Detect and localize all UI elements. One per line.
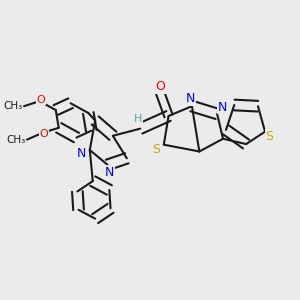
Text: N: N xyxy=(105,166,115,179)
Text: N: N xyxy=(218,101,227,114)
Text: O: O xyxy=(155,80,165,93)
Text: N: N xyxy=(77,147,86,160)
Text: CH₃: CH₃ xyxy=(6,135,26,145)
Text: CH₃: CH₃ xyxy=(3,101,22,111)
Text: S: S xyxy=(266,130,274,142)
Text: O: O xyxy=(37,95,45,105)
Text: H: H xyxy=(134,114,142,124)
Text: S: S xyxy=(152,142,160,156)
Text: N: N xyxy=(186,92,195,105)
Text: O: O xyxy=(40,129,48,139)
